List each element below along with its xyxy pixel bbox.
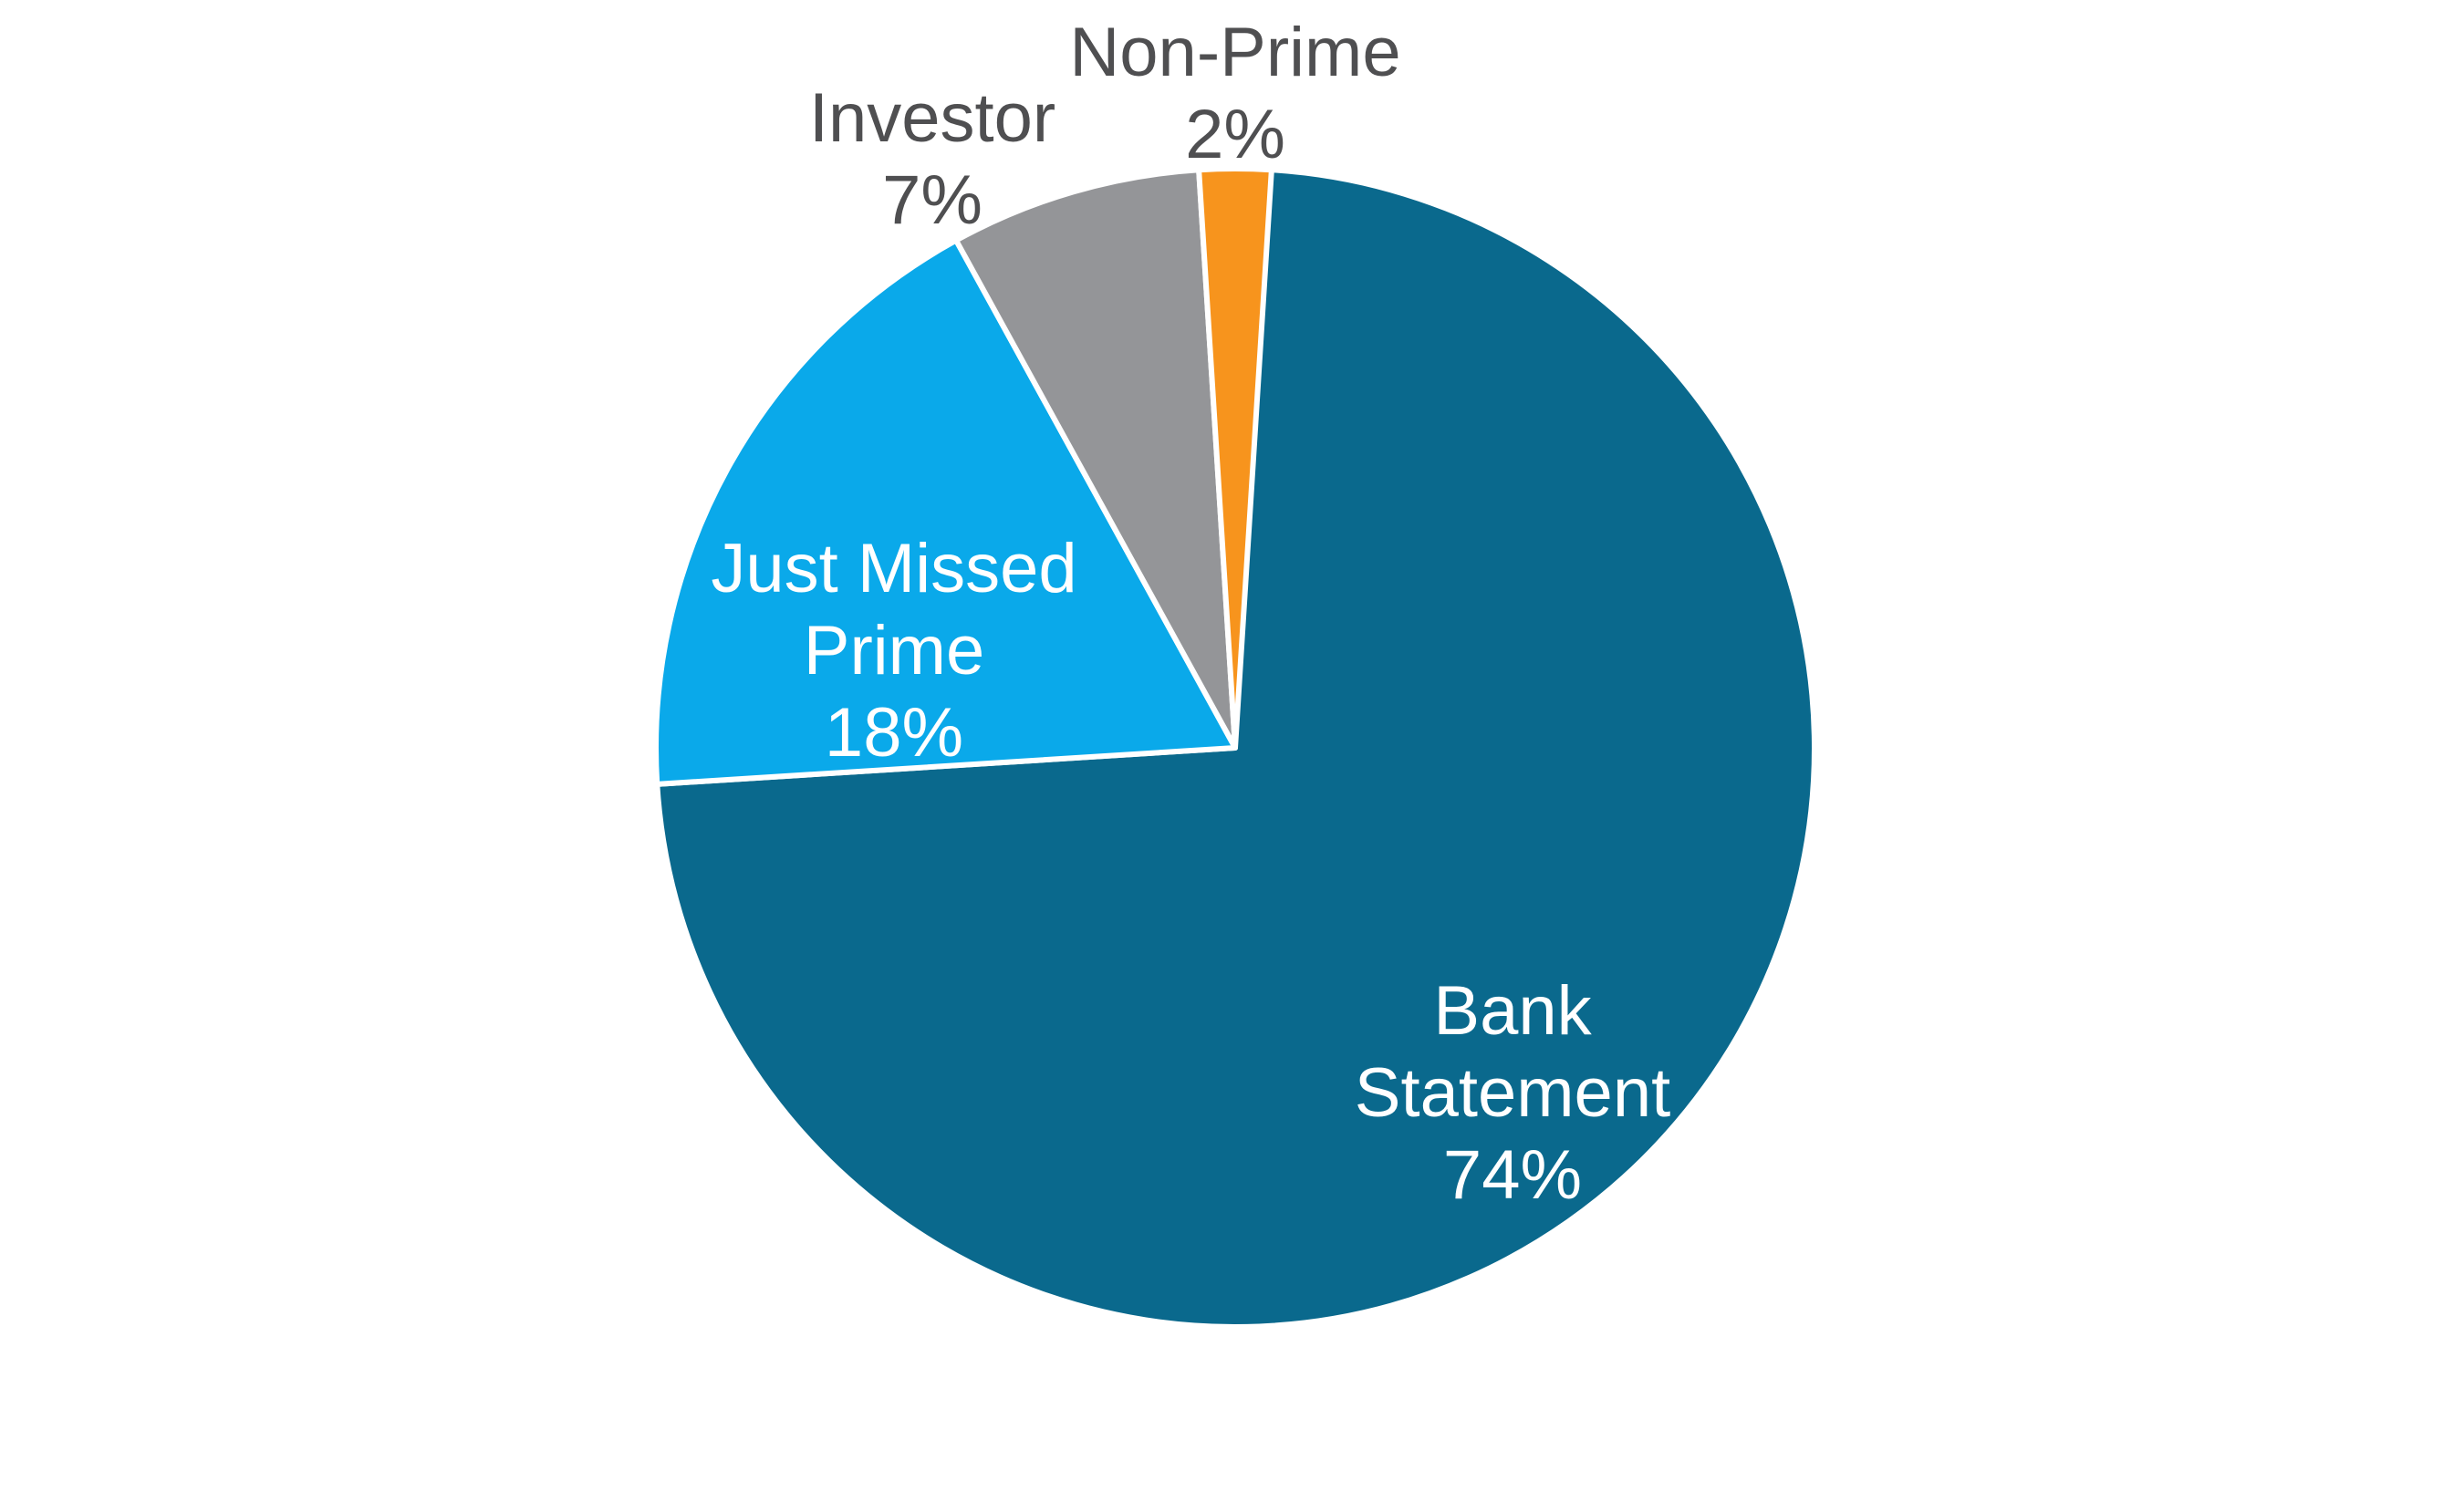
label-bank-statement: Bank Statement 74% — [1355, 970, 1670, 1217]
label-bank-statement-value: 74% — [1442, 1136, 1583, 1214]
label-just-missed-prime-value: 18% — [824, 694, 964, 772]
label-non-prime-name: Non-Prime — [1069, 14, 1401, 91]
label-just-missed-prime-name1: Just Missed — [711, 530, 1077, 607]
pie-slice-investor — [953, 167, 1238, 751]
label-bank-statement-name2: Statement — [1354, 1054, 1671, 1132]
label-bank-statement-name1: Bank — [1433, 972, 1592, 1050]
label-just-missed-prime-name2: Prime — [803, 612, 985, 689]
label-investor-name: Investor — [808, 79, 1056, 157]
label-non-prime-value: 2% — [1185, 96, 1285, 173]
pie-slice-non_prime — [1196, 165, 1274, 751]
label-just-missed-prime: Just Missed Prime 18% — [711, 528, 1076, 774]
pie-slice-just_missed_prime — [652, 237, 1238, 787]
label-investor-value: 7% — [882, 161, 982, 239]
label-investor: Investor 7% — [809, 78, 1055, 242]
label-non-prime: Non-Prime 2% — [1069, 12, 1400, 176]
